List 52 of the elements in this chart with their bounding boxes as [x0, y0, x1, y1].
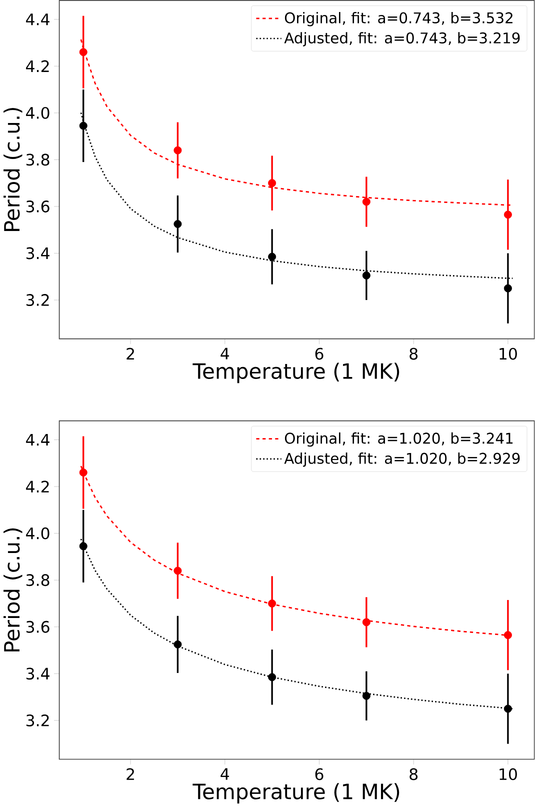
point: [504, 631, 512, 640]
y-tick-label: 4.2: [26, 60, 49, 72]
y-tick-label: 3.4: [26, 668, 50, 680]
x-tick-label: 4: [220, 768, 230, 780]
point: [79, 468, 88, 477]
legend-label: Original, fit: a=0.743, b=3.532: [285, 12, 513, 26]
x-tick-label: 10: [500, 348, 518, 360]
x-tick-label: 2: [126, 348, 134, 360]
y-tick-label: 4.2: [26, 480, 49, 492]
point: [268, 600, 276, 608]
point: [268, 179, 276, 188]
y-tick-label: 3.8: [26, 574, 50, 586]
y-tick-label: 4.4: [26, 14, 50, 26]
legend-label: Original, fit: a=1.020, b=3.241: [285, 432, 513, 447]
y-tick-label: 4.0: [26, 527, 50, 540]
y-tick-label: 3.2: [26, 714, 49, 726]
legend-label: Adjusted, fit: a=0.743, b=3.219: [284, 32, 520, 46]
point: [268, 252, 276, 261]
y-tick-label: 3.6: [26, 200, 50, 212]
x-axis-title: Temperature (1 MK): [192, 783, 400, 804]
point: [79, 122, 88, 130]
point: [504, 210, 512, 219]
y-axis-title: Period (c.u.): [4, 108, 22, 232]
legend-label: Adjusted, fit: a=1.020, b=2.929: [284, 452, 520, 467]
point: [362, 198, 371, 206]
x-tick-label: 8: [410, 348, 418, 360]
y-tick-label: 4.4: [26, 434, 50, 446]
point: [79, 48, 88, 56]
x-tick-label: 6: [315, 348, 324, 360]
y-tick-label: 4.0: [26, 106, 50, 119]
y-tick-label: 3.4: [26, 247, 50, 260]
point: [504, 284, 512, 292]
point: [362, 618, 371, 626]
x-tick-label: 6: [315, 768, 324, 780]
point: [504, 704, 512, 713]
point: [79, 542, 88, 550]
point: [362, 271, 371, 280]
point: [174, 146, 182, 154]
point: [268, 673, 276, 682]
point: [174, 566, 182, 575]
x-axis-title: Temperature (1 MK): [192, 362, 400, 384]
x-tick-label: 4: [220, 348, 230, 360]
y-axis-title: Period (c.u.): [4, 528, 22, 652]
x-tick-label: 8: [410, 768, 418, 780]
point: [174, 640, 182, 648]
x-tick-label: 2: [126, 768, 134, 780]
point: [174, 220, 182, 228]
y-tick-label: 3.6: [26, 620, 50, 633]
point: [362, 692, 371, 700]
x-tick-label: 10: [500, 768, 518, 780]
y-tick-label: 3.2: [26, 294, 49, 306]
y-tick-label: 3.8: [26, 154, 50, 166]
